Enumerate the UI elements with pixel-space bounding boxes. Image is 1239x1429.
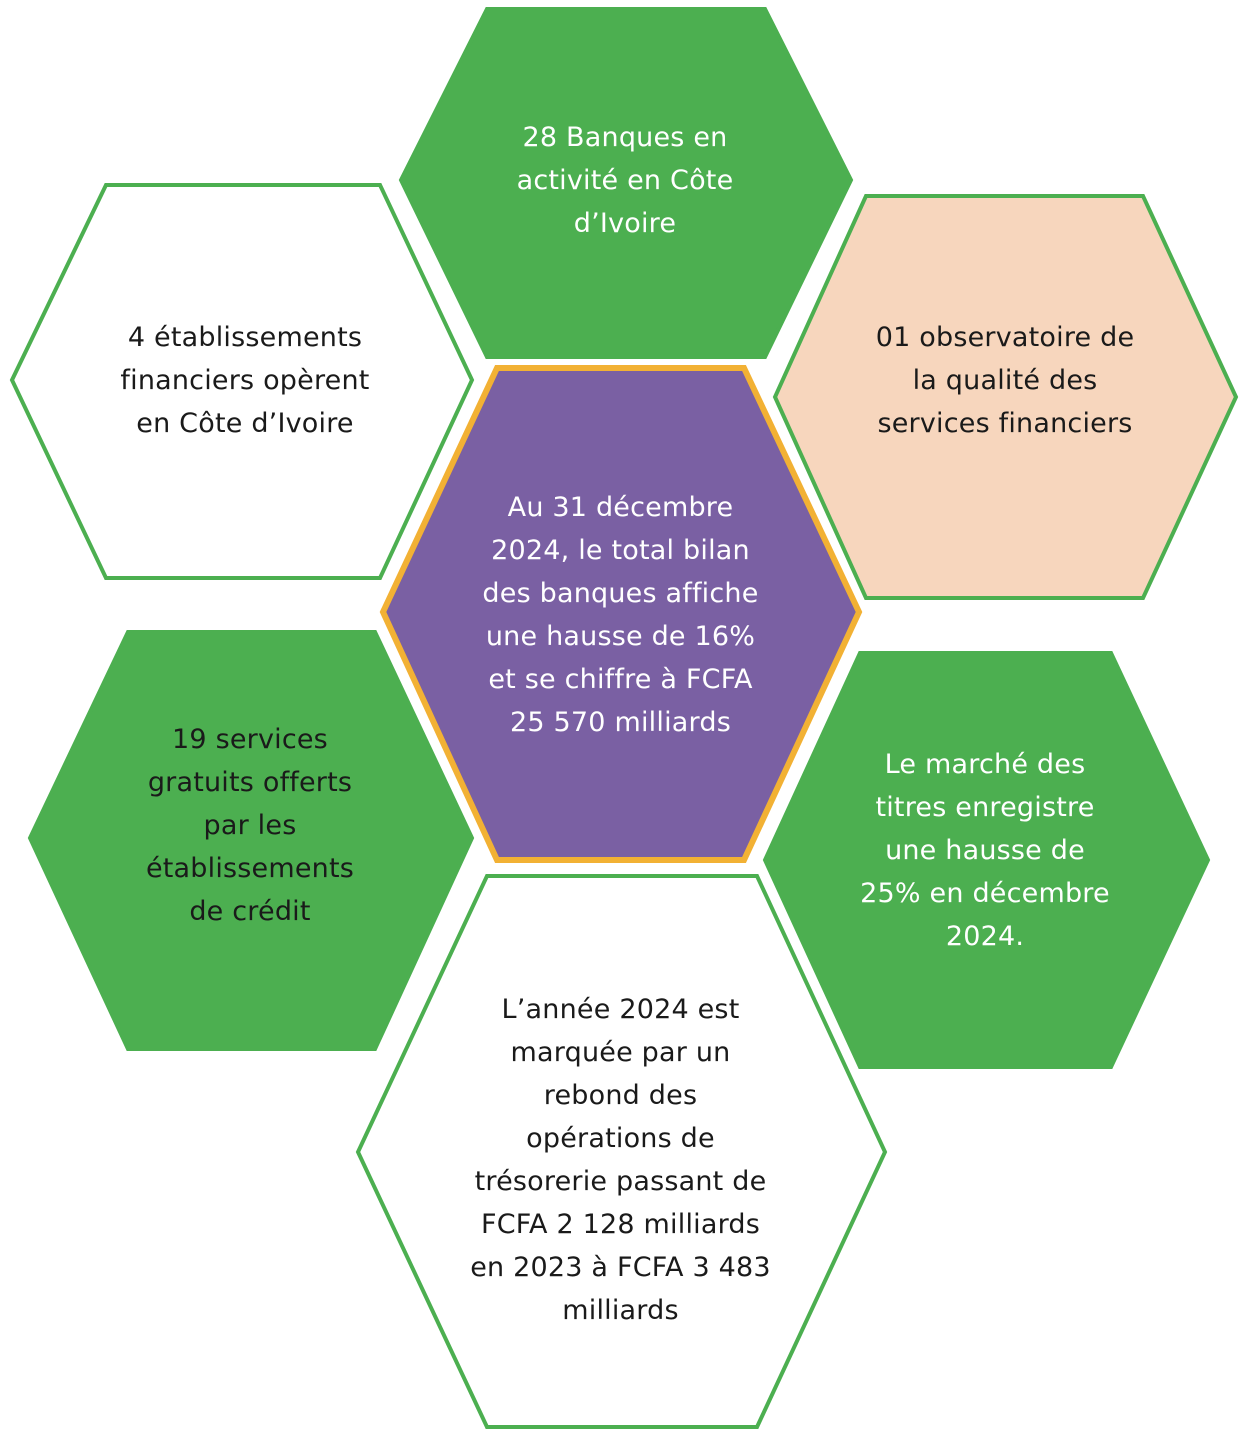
hex-bottom-shape [355, 874, 888, 1429]
hex-bottom-text: L’année 2024 est marquée par un rebond d… [470, 994, 771, 1326]
hex-lower-left-shape [27, 630, 475, 1051]
hex-upper-left-shape [9, 183, 475, 580]
hex-lower-right-shape [762, 651, 1211, 1069]
hex-top: 28 Banques en activité en Côte d’Ivoire [480, 60, 770, 300]
hex-center-text: Au 31 décembre 2024, le total bilan des … [482, 492, 759, 738]
hex-lower-right: Le marché des titres enregistre une haus… [860, 700, 1110, 1000]
hex-lower-right-text: Le marché des titres enregistre une haus… [860, 748, 1110, 952]
hex-upper-right-text: 01 observatoire de la qualité des servic… [875, 321, 1135, 439]
hex-upper-left-text: 4 établissements financiers opèrent en C… [120, 321, 370, 439]
hex-center-shape [379, 365, 863, 863]
hex-center: Au 31 décembre 2024, le total bilan des … [478, 420, 763, 810]
hex-bottom: L’année 2024 est marquée par un rebond d… [468, 960, 773, 1360]
hex-upper-right-shape [772, 194, 1239, 600]
hex-upper-right: 01 observatoire de la qualité des servic… [860, 250, 1150, 510]
hex-lower-left-text: 19 services gratuits offerts par les éta… [145, 723, 355, 927]
hex-top-text: 28 Banques en activité en Côte d’Ivoire [516, 121, 734, 239]
hex-lower-left: 19 services gratuits offerts par les éta… [135, 680, 365, 970]
hex-top-shape [398, 7, 854, 359]
hex-upper-left: 4 établissements financiers opèrent en C… [100, 250, 390, 510]
